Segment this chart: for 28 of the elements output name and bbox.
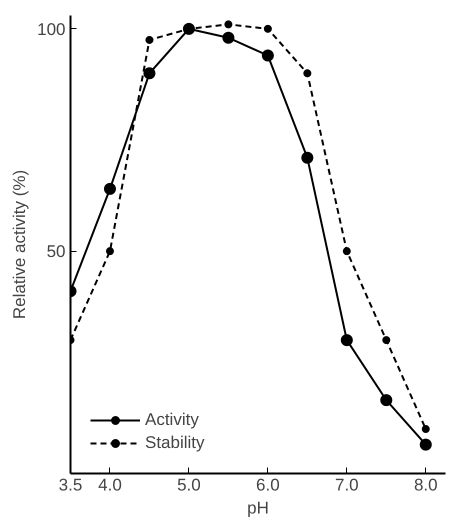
point	[222, 32, 234, 44]
point	[104, 182, 116, 195]
point	[422, 425, 430, 434]
point	[380, 394, 392, 406]
x-tick-label: 6.0	[256, 476, 280, 494]
legend-label: Stability	[145, 433, 205, 453]
point	[143, 67, 156, 80]
point	[340, 334, 353, 346]
x-tick-label: 3.5	[58, 476, 82, 494]
point	[224, 20, 232, 28]
point	[262, 50, 274, 62]
point	[382, 336, 390, 344]
x-tick-label: 7.0	[335, 476, 359, 494]
point	[145, 36, 154, 44]
point	[342, 247, 351, 256]
x-tick-label: 4.0	[98, 476, 122, 494]
x-tick-label: 5.0	[177, 476, 201, 494]
point	[303, 69, 312, 78]
point	[264, 24, 272, 33]
point	[106, 247, 114, 256]
x-tick-label: 8.0	[414, 476, 438, 494]
y-tick-label: 50	[46, 242, 66, 262]
x-axis-title: pH	[247, 498, 269, 518]
point	[301, 152, 314, 164]
y-tick-label: 100	[37, 20, 66, 39]
y-axis-title: Relative activity (%)	[10, 170, 30, 320]
legend-label: Activity	[145, 410, 199, 430]
point	[420, 438, 432, 451]
